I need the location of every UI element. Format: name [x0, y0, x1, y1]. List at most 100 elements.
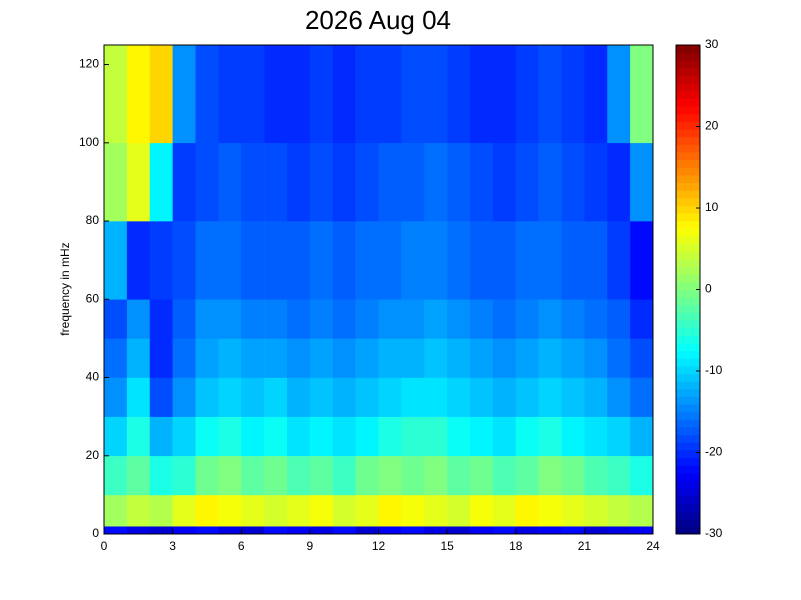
- heatmap-cell: [241, 45, 265, 144]
- colorbar-segment: [676, 488, 700, 497]
- heatmap-cell: [287, 416, 311, 457]
- heatmap-cell: [126, 416, 151, 457]
- colorbar-segment: [676, 373, 700, 382]
- heatmap-cell: [195, 416, 219, 457]
- heatmap-cell: [584, 142, 608, 222]
- heatmap-cell: [607, 494, 631, 527]
- heatmap-cell: [538, 299, 562, 339]
- heatmap-cell: [149, 455, 173, 496]
- heatmap-cell: [149, 526, 173, 535]
- heatmap-cell: [424, 299, 448, 339]
- heatmap-cell: [424, 455, 448, 496]
- x-tick-label: 24: [646, 539, 660, 553]
- heatmap-cell: [355, 416, 379, 457]
- x-tick-label: 3: [169, 539, 176, 553]
- heatmap-cell: [607, 221, 631, 300]
- heatmap-cell: [492, 494, 517, 527]
- heatmap-cell: [424, 338, 448, 378]
- heatmap-cell: [126, 45, 151, 144]
- heatmap-cell: [538, 416, 562, 457]
- heatmap-cell: [447, 338, 471, 378]
- heatmap-cell: [378, 221, 402, 300]
- heatmap-cell: [287, 221, 311, 300]
- heatmap-cell: [309, 142, 334, 222]
- heatmap-cell: [355, 377, 379, 417]
- heatmap-cell: [378, 494, 402, 527]
- colorbar-segment: [676, 312, 700, 321]
- colorbar-segment: [676, 526, 700, 535]
- colorbar-segment: [676, 511, 700, 520]
- x-tick-label: 0: [101, 539, 108, 553]
- colorbar-tick-label: 20: [705, 119, 719, 133]
- heatmap-cell: [470, 494, 494, 527]
- heatmap-cell: [515, 494, 539, 527]
- heatmap-cell: [218, 526, 242, 535]
- heatmap-cell: [355, 338, 379, 378]
- heatmap-cell: [355, 494, 379, 527]
- heatmap-cell: [515, 221, 539, 300]
- heatmap-cell: [584, 455, 608, 496]
- heatmap-cell: [195, 338, 219, 378]
- heatmap-cell: [401, 377, 425, 417]
- heatmap-cell: [630, 142, 654, 222]
- heatmap-cell: [264, 526, 288, 535]
- heatmap-cell: [355, 142, 379, 222]
- heatmap-cell: [126, 494, 151, 527]
- heatmap-cell: [630, 377, 654, 417]
- y-tick-label: 40: [86, 370, 100, 384]
- heatmap-cell: [149, 221, 173, 300]
- heatmap-cell: [287, 299, 311, 339]
- heatmap-cell: [538, 221, 562, 300]
- colorbar-segment: [676, 350, 700, 359]
- colorbar-segment: [676, 129, 700, 138]
- heatmap-cell: [241, 377, 265, 417]
- heatmap-cell: [607, 45, 631, 144]
- heatmap-cell: [104, 455, 128, 496]
- colorbar-segment: [676, 228, 700, 237]
- heatmap-cell: [470, 526, 494, 535]
- x-tick-label: 12: [372, 539, 386, 553]
- heatmap-cell: [607, 526, 631, 535]
- heatmap-cell: [264, 377, 288, 417]
- heatmap-cell: [126, 142, 151, 222]
- heatmap-cell: [355, 221, 379, 300]
- heatmap-cell: [447, 526, 471, 535]
- colorbar-segment: [676, 98, 700, 107]
- heatmap-cell: [172, 377, 196, 417]
- x-tick-label: 6: [238, 539, 245, 553]
- heatmap-cell: [424, 45, 448, 144]
- colorbar-segment: [676, 121, 700, 130]
- colorbar-segment: [676, 304, 700, 313]
- colorbar-tick-label: 10: [705, 200, 719, 214]
- heatmap-cell: [332, 142, 356, 222]
- colorbar-segment: [676, 243, 700, 252]
- x-tick-label: 9: [307, 539, 314, 553]
- colorbar-segment: [676, 480, 700, 489]
- heatmap-cell: [355, 526, 379, 535]
- heatmap-cell: [264, 338, 288, 378]
- heatmap-cell: [492, 526, 517, 535]
- heatmap-cell: [218, 338, 242, 378]
- colorbar-segment: [676, 159, 700, 168]
- heatmap-cell: [218, 299, 242, 339]
- heatmap-cell: [126, 299, 151, 339]
- heatmap-cell: [195, 494, 219, 527]
- heatmap-cell: [378, 526, 402, 535]
- heatmap-cell: [332, 416, 356, 457]
- heatmap-cell: [538, 338, 562, 378]
- heatmap-cell: [241, 142, 265, 222]
- heatmap-cell: [332, 299, 356, 339]
- colorbar-segment: [676, 136, 700, 145]
- heatmap-cell: [378, 416, 402, 457]
- heatmap-cell: [561, 416, 585, 457]
- colorbar-segment: [676, 297, 700, 306]
- heatmap-cell: [287, 455, 311, 496]
- heatmap-cell: [241, 416, 265, 457]
- heatmap-cell: [470, 338, 494, 378]
- heatmap-cell: [149, 299, 173, 339]
- heatmap-cell: [447, 494, 471, 527]
- heatmap-cell: [172, 142, 196, 222]
- heatmap-cell: [287, 494, 311, 527]
- heatmap-cell: [515, 45, 539, 144]
- heatmap-cell: [309, 526, 334, 535]
